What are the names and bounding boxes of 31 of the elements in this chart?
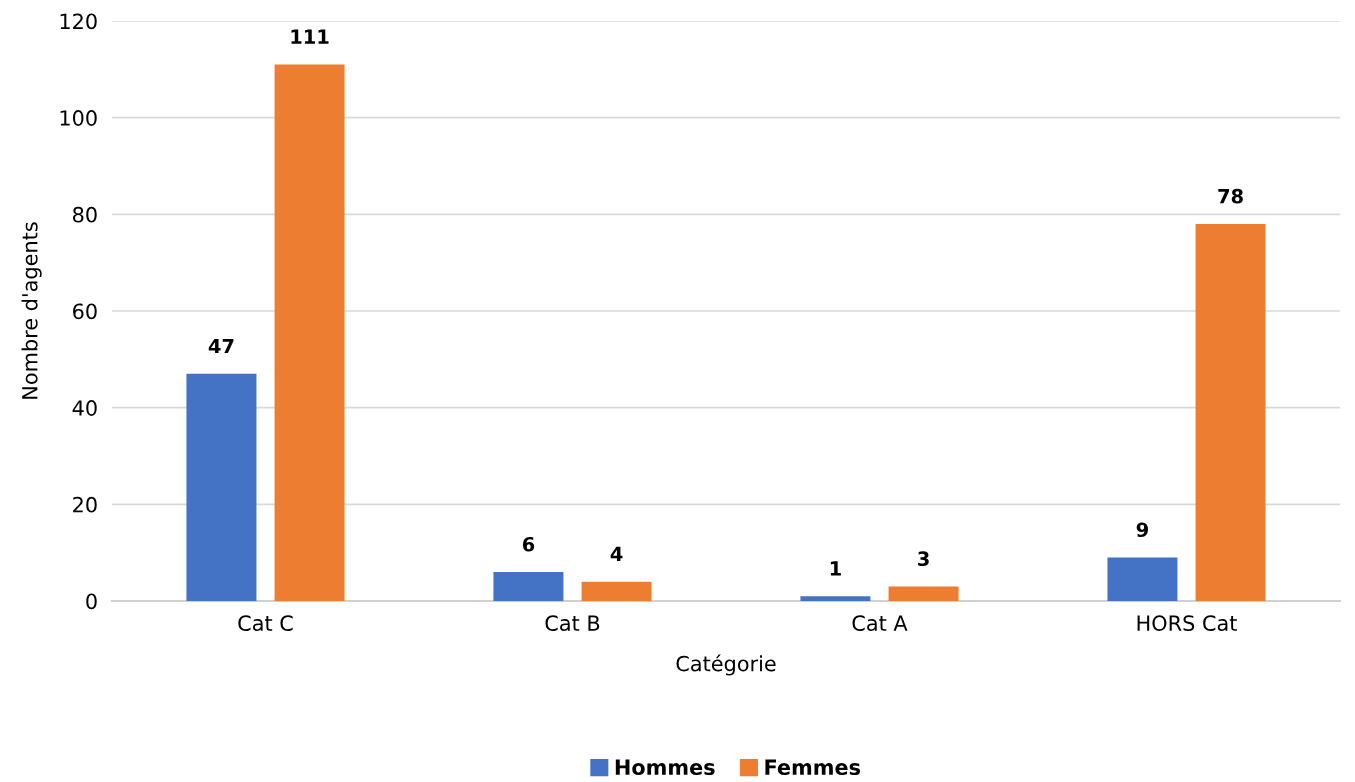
data-label: 78 [1218,188,1243,204]
bar [888,586,959,601]
data-label: 47 [208,338,234,354]
x-tick-label: Cat A [852,615,908,632]
legend-label: Hommes [615,759,715,776]
bar [800,596,871,601]
data-label: 6 [522,536,535,552]
data-label: 1 [830,561,841,576]
data-label: 111 [291,29,329,44]
bar [186,373,257,601]
y-tick-label: 80 [73,206,97,223]
bar [274,64,345,601]
bar [581,581,652,601]
y-tick-label: 120 [60,13,97,30]
x-axis-title: Catégorie [676,654,776,676]
bar [1107,557,1178,601]
y-tick-label: 60 [73,303,97,320]
data-label: 3 [918,551,929,567]
legend-label: Femmes [765,759,861,776]
data-label: 9 [1136,522,1148,538]
y-tick-label: 0 [86,593,97,610]
x-tick-label: Cat C [238,615,293,632]
data-label: 4 [610,546,623,561]
y-tick-label: 40 [72,400,97,416]
y-tick-label: 20 [73,496,97,513]
y-tick-label: 100 [60,110,97,126]
bar [493,572,564,601]
y-axis-title: Nombre d'agents [21,222,42,399]
x-tick-label: Cat B [545,615,600,632]
x-tick-label: HORS Cat [1137,615,1237,632]
bar [1195,224,1266,601]
